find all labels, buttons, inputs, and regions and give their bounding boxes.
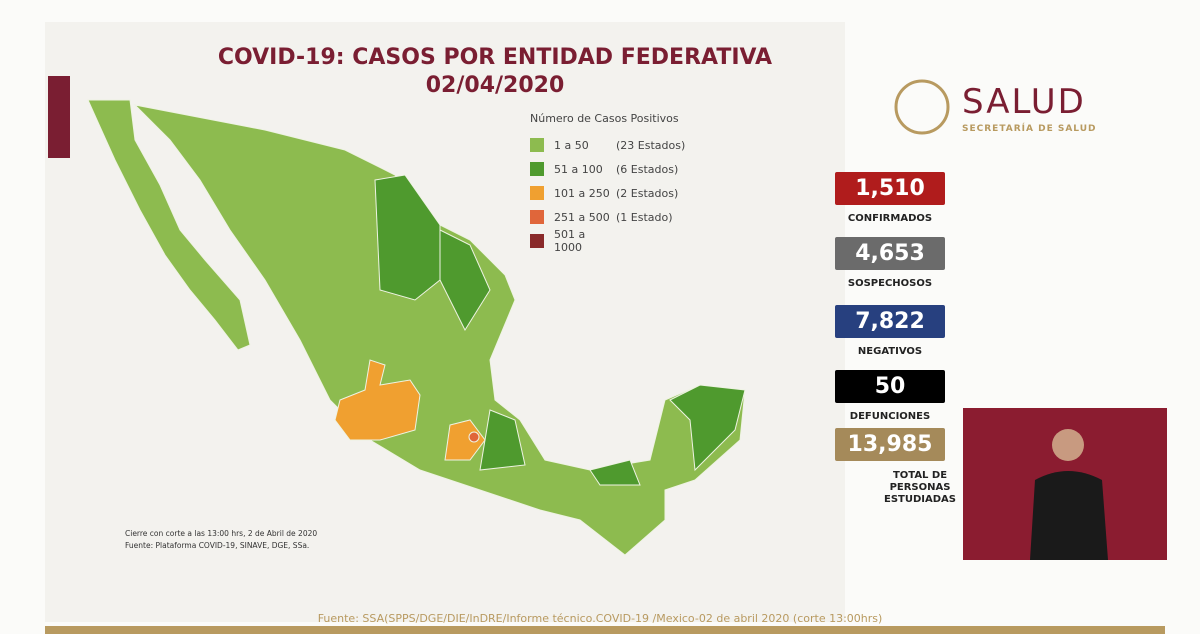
- puebla: [479, 409, 526, 471]
- nuevo-leon: [439, 229, 491, 332]
- legend-title: Número de Casos Positivos: [530, 112, 679, 125]
- legend-range: 1 a 50: [554, 138, 589, 152]
- stat-label: NEGATIVOS: [857, 346, 923, 357]
- stat-value: 7,822: [835, 305, 945, 338]
- legend-count: (6 Estados): [616, 162, 679, 176]
- title-block: COVID-19: CASOS POR ENTIDAD FEDERATIVA 0…: [160, 44, 830, 100]
- stat-value: 50: [835, 370, 945, 403]
- legend-range: 501 a 1000: [554, 228, 586, 254]
- legend-item: 501 a 1000: [530, 228, 685, 254]
- accent-bar: [48, 76, 70, 158]
- legend-count: (1 Estado): [616, 210, 673, 224]
- legend-swatch: [530, 162, 544, 176]
- legend-range: 51 a 100: [554, 162, 603, 176]
- legend-item: 1 a 50 (23 Estados): [530, 133, 685, 157]
- legend-item: 101 a 250 (2 Estados): [530, 181, 685, 205]
- logo-subtitle: SECRETARÍA DE SALUD: [962, 124, 1097, 134]
- baja-california: [87, 99, 251, 351]
- cdmx: [468, 431, 480, 443]
- footer: Fuente: SSA(SPPS/DGE/DIE/InDRE/Informe t…: [317, 612, 883, 625]
- legend-swatch: [530, 234, 544, 248]
- stat-label: SOSPECHOSOS: [847, 278, 933, 289]
- tabasco: [589, 459, 641, 486]
- bottom-band: [45, 626, 1165, 634]
- map: [87, 99, 746, 556]
- legend-range: 101 a 250: [554, 186, 610, 200]
- interpreter-body: [1030, 471, 1108, 560]
- stat-label: CONFIRMADOS: [847, 213, 933, 224]
- logo-seal: [894, 79, 950, 135]
- stat-value: 1,510: [835, 172, 945, 205]
- legend-swatch: [530, 210, 544, 224]
- cdmx-area: [444, 419, 486, 461]
- logo-name: SALUD: [962, 82, 1086, 122]
- interpreter-head: [1052, 429, 1084, 461]
- legend-count: (2 Estados): [616, 186, 679, 200]
- yucatan: [669, 384, 746, 472]
- jalisco: [334, 359, 421, 441]
- legend-item: 51 a 100 (6 Estados): [530, 157, 685, 181]
- notes: Cierre con corte a las 13:00 hrs, 2 de A…: [125, 528, 317, 552]
- stat-label: TOTAL DE PERSONAS ESTUDIADAS: [884, 470, 956, 505]
- date: 02/04/2020: [425, 73, 565, 98]
- legend-swatch: [530, 138, 544, 152]
- note: Fuente: Plataforma COVID-19, SINAVE, DGE…: [125, 541, 310, 550]
- legend-range: 251 a 500: [554, 210, 610, 224]
- stat-value: 4,653: [835, 237, 945, 270]
- legend: Número de Casos Positivos 1 a 50 (23 Esta…: [530, 112, 685, 254]
- legend-swatch: [530, 186, 544, 200]
- mainland: [133, 104, 746, 556]
- legend-count: (23 Estados): [616, 138, 686, 152]
- legend-item: 251 a 500 (1 Estado): [530, 205, 685, 229]
- title: COVID-19: CASOS POR ENTIDAD FEDERATIVA: [217, 45, 773, 70]
- note: Cierre con corte a las 13:00 hrs, 2 de A…: [125, 529, 318, 538]
- stat-value: 13,985: [835, 428, 945, 461]
- stat-label: DEFUNCIONES: [849, 411, 931, 422]
